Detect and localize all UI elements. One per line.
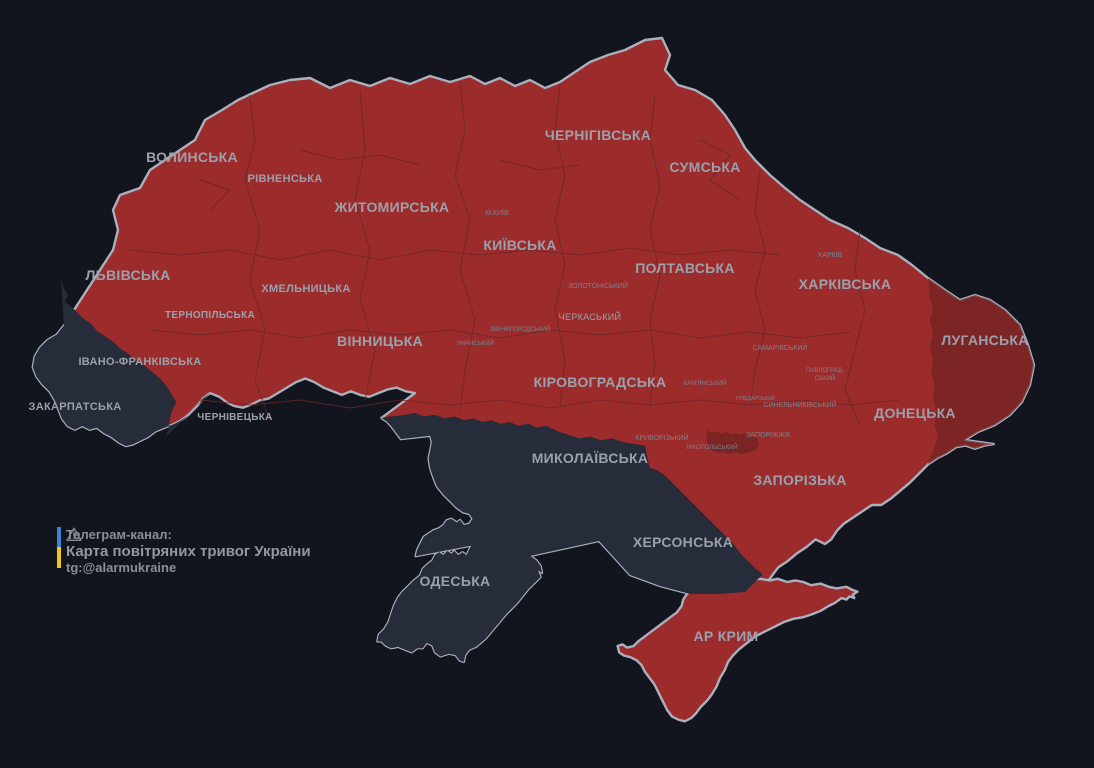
svg-text:КИЇВСЬКА: КИЇВСЬКА bbox=[483, 237, 556, 253]
svg-text:РІВНЕНСЬКА: РІВНЕНСЬКА bbox=[247, 173, 322, 185]
svg-text:ХАРКІВ: ХАРКІВ bbox=[818, 252, 843, 259]
svg-text:НІКОПОЛЬСЬКИЙ: НІКОПОЛЬСЬКИЙ bbox=[686, 443, 737, 451]
svg-text:М.КИЇВ: М.КИЇВ bbox=[485, 209, 509, 217]
svg-text:ЖИТОМИРСЬКА: ЖИТОМИРСЬКА bbox=[334, 199, 450, 215]
svg-text:ЗВЕНИГОРОДСЬКИЙ: ЗВЕНИГОРОДСЬКИЙ bbox=[490, 325, 551, 333]
svg-text:ЗАПОРІЗЬКА: ЗАПОРІЗЬКА bbox=[753, 472, 846, 488]
svg-text:ВОЛИНСЬКА: ВОЛИНСЬКА bbox=[146, 149, 238, 165]
svg-text:ЗАКАРПАТСЬКА: ЗАКАРПАТСЬКА bbox=[29, 401, 122, 413]
svg-text:ІВАНО-ФРАНКІВСЬКА: ІВАНО-ФРАНКІВСЬКА bbox=[78, 356, 201, 368]
svg-text:МИКОЛАЇВСЬКА: МИКОЛАЇВСЬКА bbox=[532, 450, 649, 466]
svg-text:ХМЕЛЬНИЦЬКА: ХМЕЛЬНИЦЬКА bbox=[261, 283, 350, 295]
svg-text:СИНЕЛЬНИКІВСЬКИЙ: СИНЕЛЬНИКІВСЬКИЙ bbox=[763, 400, 836, 409]
svg-text:ЧЕРНІВЕЦЬКА: ЧЕРНІВЕЦЬКА bbox=[197, 412, 272, 423]
svg-text:ЧЕРНІГІВСЬКА: ЧЕРНІГІВСЬКА bbox=[545, 127, 651, 143]
svg-text:ВІННИЦЬКА: ВІННИЦЬКА bbox=[337, 333, 423, 349]
svg-text:ЛЬВІВСЬКА: ЛЬВІВСЬКА bbox=[86, 267, 171, 283]
svg-text:ТЕРНОПІЛЬСЬКА: ТЕРНОПІЛЬСЬКА bbox=[165, 310, 255, 321]
svg-text:ХАРКІВСЬКА: ХАРКІВСЬКА bbox=[799, 276, 892, 292]
svg-text:КІРОВОГРАДСЬКА: КІРОВОГРАДСЬКА bbox=[534, 374, 667, 390]
svg-text:ПАВЛОГРАД-: ПАВЛОГРАД- bbox=[806, 368, 844, 374]
svg-text:ЗОЛОТОНІСЬКИЙ: ЗОЛОТОНІСЬКИЙ bbox=[568, 281, 628, 290]
svg-text:КАМ'ЯНСЬКИЙ: КАМ'ЯНСЬКИЙ bbox=[684, 379, 727, 387]
svg-text:ДОНЕЦЬКА: ДОНЕЦЬКА bbox=[874, 405, 956, 421]
svg-text:САМАРІВСЬКИЙ: САМАРІВСЬКИЙ bbox=[753, 343, 808, 352]
svg-text:АР КРИМ: АР КРИМ bbox=[693, 628, 758, 644]
svg-text:ЛУГАНСЬКА: ЛУГАНСЬКА bbox=[941, 332, 1028, 348]
svg-text:УГЛЕДАРСЬКИЙ: УГЛЕДАРСЬКИЙ bbox=[735, 394, 775, 402]
svg-text:ЗАПОРІЖЖЯ: ЗАПОРІЖЖЯ bbox=[746, 432, 790, 439]
svg-text:ОДЕСЬКА: ОДЕСЬКА bbox=[420, 573, 491, 589]
svg-text:КРИВОРІЗЬКИЙ: КРИВОРІЗЬКИЙ bbox=[635, 433, 688, 442]
svg-text:УМАНСЬКИЙ: УМАНСЬКИЙ bbox=[456, 339, 494, 347]
svg-text:ХЕРСОНСЬКА: ХЕРСОНСЬКА bbox=[633, 534, 733, 550]
svg-text:СУМСЬКА: СУМСЬКА bbox=[669, 159, 740, 175]
svg-text:ЧЕРКАСЬКИЙ: ЧЕРКАСЬКИЙ bbox=[559, 311, 622, 322]
svg-text:СЬКИЙ: СЬКИЙ bbox=[815, 374, 835, 382]
svg-text:ПОЛТАВСЬКА: ПОЛТАВСЬКА bbox=[635, 260, 735, 276]
